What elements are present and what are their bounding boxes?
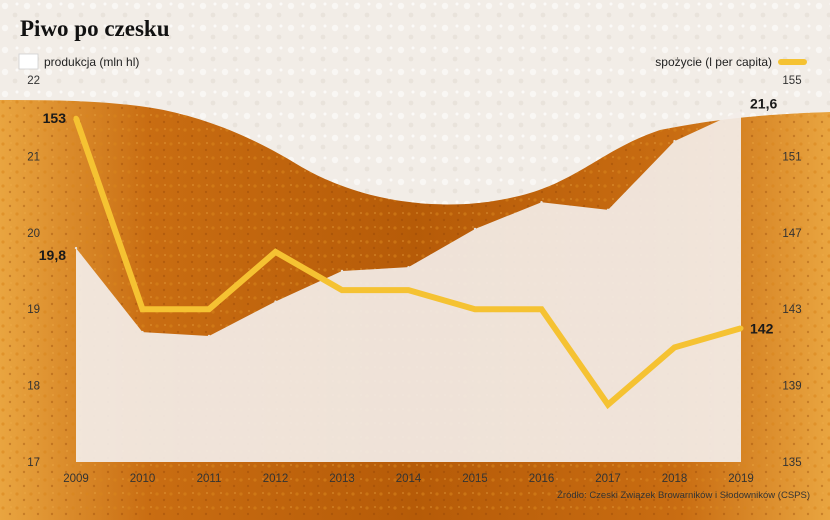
x-axis-tick: 2014 [396,473,422,485]
left-axis-tick: 18 [27,381,40,393]
right-axis-tick: 143 [782,304,801,316]
left-axis-tick: 19 [27,304,40,316]
left-axis-tick: 22 [27,75,40,87]
consumption-point-2019 [738,325,744,331]
production-point-2009 [74,246,78,250]
production-point-2019 [739,109,743,112]
consumption-point-2013 [339,287,345,293]
production-end-label: 21,6 [750,96,777,112]
production-point-2010 [141,330,144,334]
x-axis-tick: 2016 [529,473,555,485]
consumption-point-2012 [273,249,278,255]
x-axis-tick: 2017 [595,473,621,485]
beer-foam-texture [0,0,830,205]
consumption-end-label: 142 [750,320,774,336]
x-axis-tick: 2013 [329,473,355,485]
consumption-point-2016 [539,306,544,312]
production-point-2014 [407,265,410,269]
right-axis-tick: 155 [782,75,801,87]
x-axis-tick: 2010 [130,473,156,485]
right-axis-tick: 151 [782,151,801,163]
legend-swatch-production [18,53,39,70]
consumption-point-2014 [406,287,411,293]
left-axis-tick: 17 [27,457,40,469]
production-point-2018 [673,139,676,143]
consumption-point-2009 [73,115,79,121]
right-axis-tick: 147 [782,228,801,240]
x-axis-tick: 2019 [728,473,754,485]
source-note: Źródło: Czeski Związek Browarników i Sło… [557,490,810,501]
consumption-start-label: 153 [43,110,67,126]
production-point-2015 [473,227,477,231]
chart-title: Piwo po czesku [20,16,170,41]
consumption-point-2011 [206,306,212,312]
x-axis-tick: 2012 [263,473,289,485]
x-axis-tick: 2009 [63,473,89,485]
x-axis-tick: 2011 [197,473,222,485]
production-point-2011 [207,334,211,338]
consumption-point-2015 [472,306,478,312]
left-axis-tick: 21 [27,151,40,163]
x-axis-tick: 2015 [462,473,488,485]
production-point-2013 [340,269,344,273]
right-axis-tick: 139 [782,381,801,393]
production-start-label: 19,8 [39,247,66,263]
x-axis-tick: 2018 [662,473,688,485]
production-point-2017 [606,208,610,212]
production-point-2016 [540,201,543,204]
production-point-2012 [274,300,277,303]
production-area [76,110,741,462]
right-axis-tick: 135 [782,457,801,469]
left-axis-tick: 20 [27,228,40,240]
consumption-point-2017 [605,402,611,408]
consumption-point-2018 [672,344,677,350]
legend-label-production: produkcja (mln hl) [44,55,139,69]
legend-label-consumption: spożycie (l per capita) [655,55,772,69]
consumption-point-2010 [140,306,145,312]
